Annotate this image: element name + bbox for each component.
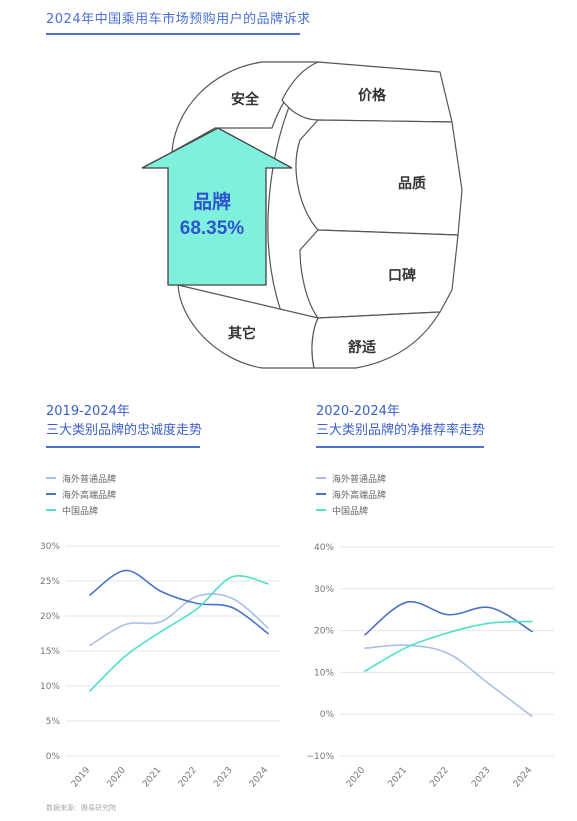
legend-swatch xyxy=(316,493,326,495)
segment-label-other: 其它 xyxy=(228,325,256,341)
legend-label: 海外高端品牌 xyxy=(62,490,117,501)
legend-item-overseas-regular: 海外普通品牌 xyxy=(46,470,116,486)
loyalty-chart-title-line1: 2019-2024年 xyxy=(46,404,130,419)
series-line-china xyxy=(89,575,269,692)
y-tick-label: 10% xyxy=(314,668,334,678)
y-tick-label: 0% xyxy=(320,710,335,720)
legend-swatch xyxy=(46,493,56,495)
nps-chart-title-line1: 2020-2024年 xyxy=(316,404,400,419)
x-tick-label: 2023 xyxy=(470,766,492,790)
nps-chart-title-underline xyxy=(316,446,484,448)
y-tick-label: −10% xyxy=(306,752,334,762)
legend-label: 中国品牌 xyxy=(62,506,99,517)
series-line-overseas-premium xyxy=(364,600,533,636)
legend-swatch xyxy=(316,509,326,511)
loyalty-chart-legend: 海外普通品牌 海外高端品牌 中国品牌 xyxy=(46,470,116,518)
legend-item-overseas-regular: 海外普通品牌 xyxy=(316,470,386,486)
segment-label-reputation: 口碑 xyxy=(388,267,416,283)
segment-quality xyxy=(295,119,463,236)
brand-appeal-ring-diagram: 安全 价格 品质 口碑 舒适 其它 品牌 68.35% xyxy=(141,61,463,369)
y-tick-label: 5% xyxy=(46,717,61,727)
y-tick-label: 10% xyxy=(40,682,60,692)
loyalty-line-chart: 30% 25% 20% 15% 10% 5% 0% 2019 2020 2021 2022 2023 2… xyxy=(40,542,280,790)
x-tick-label: 2020 xyxy=(345,765,368,789)
segment-label-price: 价格 xyxy=(358,87,387,103)
loyalty-chart-title-underline xyxy=(46,446,200,448)
legend-item-china: 中国品牌 xyxy=(46,502,116,518)
legend-swatch xyxy=(316,477,326,479)
series-line-china xyxy=(364,620,533,672)
x-tick-label: 2023 xyxy=(212,766,234,790)
highlight-value: 68.35% xyxy=(180,218,245,239)
segment-label-safety: 安全 xyxy=(231,91,260,107)
x-tick-label: 2022 xyxy=(177,766,199,790)
legend-swatch xyxy=(46,509,56,511)
legend-label: 中国品牌 xyxy=(332,506,369,517)
loyalty-chart-title: 2019-2024年 三大类别品牌的忠诚度走势 xyxy=(46,402,202,440)
nps-line-chart: 40% 30% 20% 10% 0% −10% 2020 2021 2022 2023 2024 xyxy=(306,543,554,790)
nps-chart-legend: 海外普通品牌 海外高端品牌 中国品牌 xyxy=(316,470,386,518)
page-title: 2024年中国乘用车市场预购用户的品牌诉求 xyxy=(46,12,311,27)
segment-label-comfort: 舒适 xyxy=(348,339,376,355)
legend-item-overseas-premium: 海外高端品牌 xyxy=(316,486,386,502)
nps-chart-title: 2020-2024年 三大类别品牌的净推荐率走势 xyxy=(316,402,485,440)
y-tick-label: 20% xyxy=(40,612,60,622)
y-tick-label: 0% xyxy=(46,752,61,762)
data-source-note: 数据来源：腾易研究院 xyxy=(46,804,116,812)
segment-reputation xyxy=(299,229,459,319)
loyalty-chart-title-line2: 三大类别品牌的忠诚度走势 xyxy=(46,423,203,438)
series-line-overseas-regular xyxy=(364,644,533,718)
segment-other xyxy=(177,284,319,369)
legend-label: 海外普通品牌 xyxy=(62,474,117,485)
y-tick-label: 25% xyxy=(40,577,60,587)
y-tick-label: 30% xyxy=(314,585,334,595)
y-tick-label: 20% xyxy=(314,627,334,637)
brand-arrow xyxy=(141,127,293,286)
series-line-overseas-premium xyxy=(89,569,269,635)
legend-swatch xyxy=(46,477,56,479)
x-tick-label: 2019 xyxy=(70,765,93,789)
legend-item-china: 中国品牌 xyxy=(316,502,386,518)
x-tick-label: 2021 xyxy=(141,766,163,790)
legend-item-overseas-premium: 海外高端品牌 xyxy=(46,486,116,502)
x-tick-label: 2021 xyxy=(387,766,409,790)
highlight-label: 品牌 xyxy=(193,190,231,213)
x-tick-label: 2022 xyxy=(428,766,450,790)
y-tick-label: 15% xyxy=(40,647,60,657)
title-underline xyxy=(46,33,300,35)
nps-chart-title-line2: 三大类别品牌的净推荐率走势 xyxy=(316,423,486,438)
x-tick-label: 2020 xyxy=(106,765,129,789)
x-tick-label: 2024 xyxy=(248,765,271,789)
x-tick-label: 2024 xyxy=(512,765,535,789)
y-tick-label: 30% xyxy=(40,542,60,552)
series-line-overseas-regular xyxy=(89,593,269,647)
legend-label: 海外高端品牌 xyxy=(332,490,387,501)
segment-label-quality: 品质 xyxy=(398,175,426,191)
y-tick-label: 40% xyxy=(314,543,334,553)
legend-label: 海外普通品牌 xyxy=(332,474,387,485)
